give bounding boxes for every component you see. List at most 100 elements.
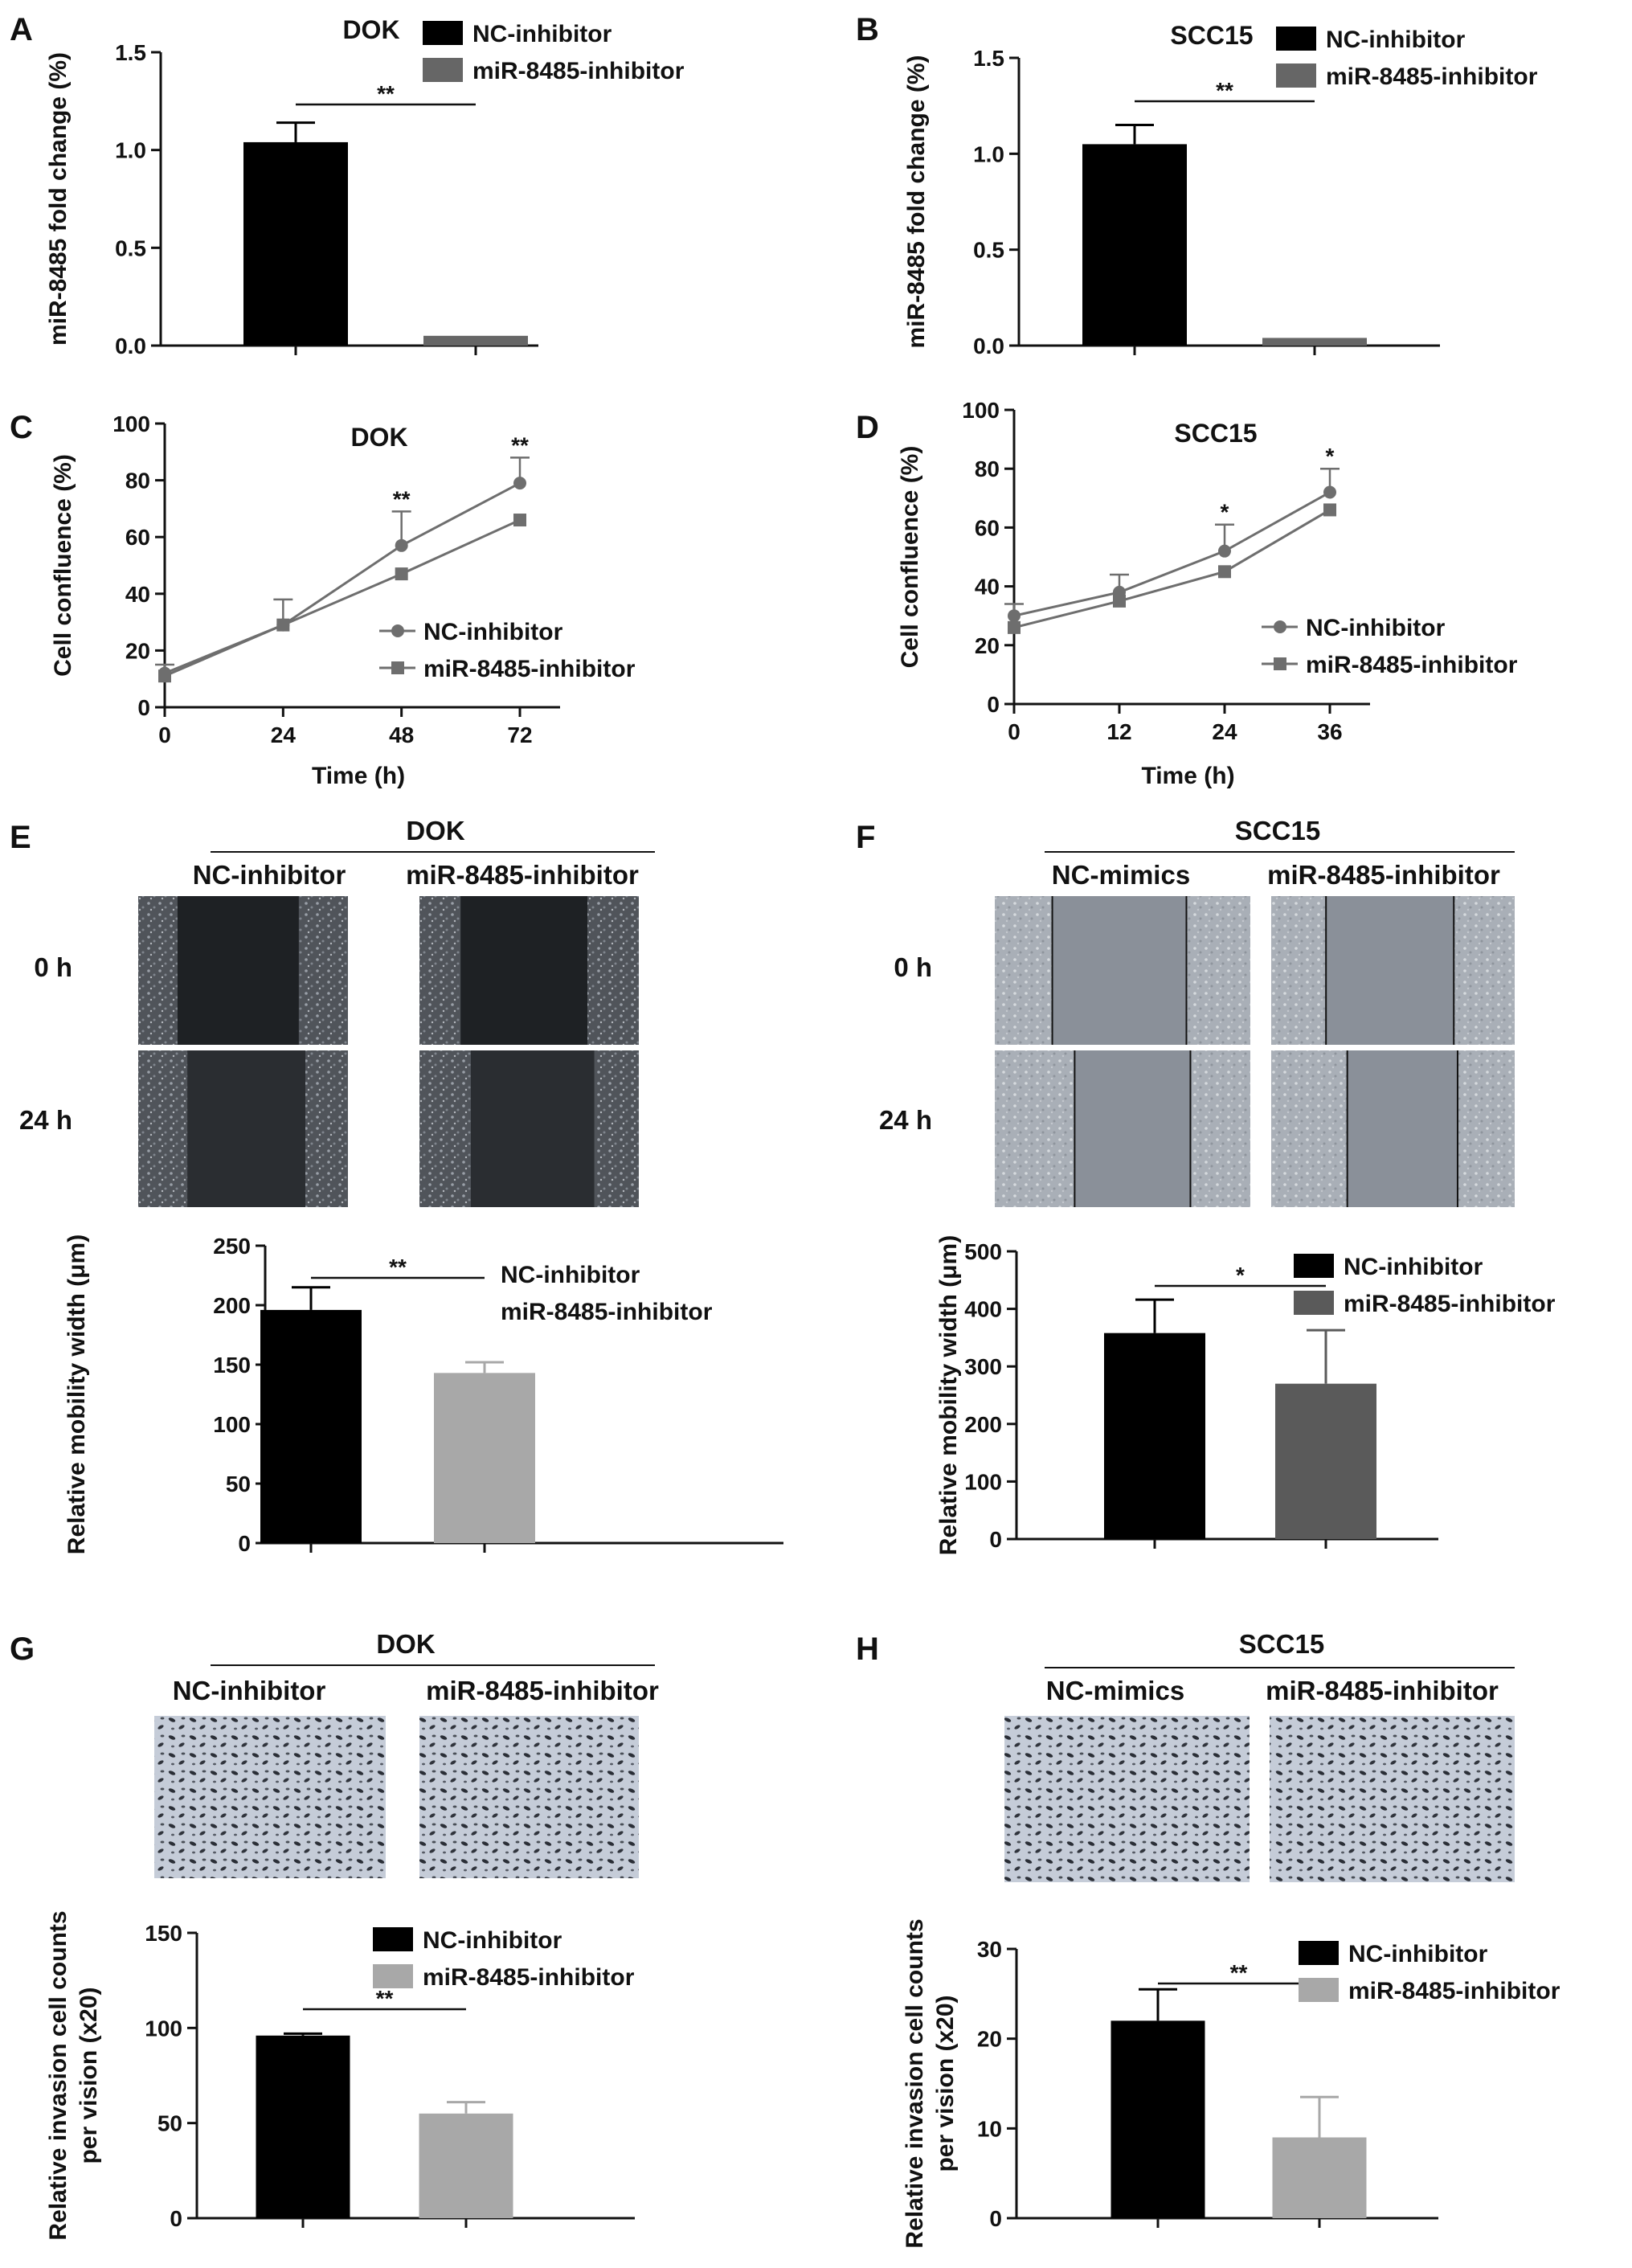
bar-g-0 <box>256 2035 350 2218</box>
chart-f: Relative mobility width (μm) 0 100 200 300 40… <box>935 1235 1556 1555</box>
y-tick-label-d: 40 <box>975 575 1000 600</box>
chart-g: Relative invasion cell counts per vision … <box>45 1910 635 2241</box>
y-axis-label-b: miR-8485 fold change (%) <box>903 55 930 348</box>
y-tick-label-e: 250 <box>213 1234 251 1259</box>
x-tick-label-c: 48 <box>389 723 414 747</box>
image-panel-title-g: DOK <box>376 1629 436 1659</box>
scratch-gap-f <box>1074 1050 1191 1207</box>
y-tick-label-d: 0 <box>987 692 1000 717</box>
x-tick-label-d: 12 <box>1106 719 1131 744</box>
image-panel-g: DOK NC-inhibitor miR-8485-inhibitor <box>154 1629 659 1878</box>
y-axis-label-e: Relative mobility width (μm) <box>63 1234 90 1554</box>
legend-label-h-1: miR-8485-inhibitor <box>1348 1978 1560 2004</box>
scratch-gap-f <box>1326 896 1454 1045</box>
legend-label-b-0: NC-inhibitor <box>1326 27 1466 53</box>
bar-h-1 <box>1272 2137 1367 2218</box>
legend-label-e-0: NC-inhibitor <box>501 1262 640 1288</box>
legend-label-f-1: miR-8485-inhibitor <box>1344 1291 1556 1317</box>
scratch-gap-f <box>1347 1050 1458 1207</box>
micrograph-h-0-0 <box>1004 1716 1250 1882</box>
chart-h: Relative invasion cell counts per vision … <box>902 1918 1560 2248</box>
y-axis-label-g: per vision (x20) <box>76 1987 102 2164</box>
y-tick-label-f: 300 <box>964 1354 1002 1379</box>
chart-a: DOK miR-8485 fold change (%) 0.0 0.5 1.0 1.5 *… <box>45 15 685 358</box>
point-d-1-1 <box>1113 594 1126 608</box>
significance-mark-d: * <box>1221 500 1229 525</box>
point-c-0-3 <box>513 477 526 490</box>
bar-a-0 <box>243 141 348 346</box>
image-panel-title-e: DOK <box>406 816 465 845</box>
y-axis-label-a: miR-8485 fold change (%) <box>45 52 72 346</box>
chart-c: DOK Cell confluence (%) 0 20 40 60 80 100 0 24 48 7… <box>50 411 636 789</box>
bar-e-1 <box>434 1373 535 1543</box>
y-tick-label-h: 30 <box>977 1937 1002 1962</box>
y-tick-label-e: 100 <box>213 1412 251 1437</box>
legend-label-c-0: NC-inhibitor <box>423 619 563 645</box>
x-axis-label-c: Time (h) <box>312 763 405 789</box>
legend-label-e-1: miR-8485-inhibitor <box>501 1299 713 1325</box>
legend-marker-c-0 <box>391 624 404 637</box>
y-axis-label-f: Relative mobility width (μm) <box>935 1235 962 1555</box>
micrograph-g-0-0 <box>154 1716 386 1878</box>
point-d-1-0 <box>1008 620 1021 634</box>
legend-swatch-a-1 <box>423 58 463 82</box>
significance-mark-f: * <box>1236 1263 1245 1288</box>
legend-label-g-1: miR-8485-inhibitor <box>423 1964 635 1991</box>
group-label-h-0: NC-mimics <box>1046 1676 1184 1705</box>
y-tick-label-c: 60 <box>125 525 150 550</box>
panel-letter-e: E <box>10 820 31 855</box>
y-tick-label-g: 100 <box>145 2016 182 2041</box>
image-panel-title-h: SCC15 <box>1239 1629 1324 1659</box>
y-tick-label-h: 10 <box>977 2116 1002 2141</box>
significance-mark-h: ** <box>1230 1960 1248 1985</box>
point-c-1-3 <box>513 514 526 527</box>
point-d-0-3 <box>1323 485 1336 499</box>
scratch-gap-e <box>470 1050 595 1207</box>
legend-label-b-1: miR-8485-inhibitor <box>1326 63 1538 90</box>
y-tick-label-d: 20 <box>975 633 1000 658</box>
y-tick-label-c: 40 <box>125 582 150 607</box>
y-tick-label-c: 20 <box>125 638 150 663</box>
bar-g-1 <box>419 2113 513 2218</box>
bar-b-1 <box>1262 338 1367 346</box>
image-panel-h: SCC15 NC-mimics miR-8485-inhibitor <box>1004 1629 1515 1882</box>
chart-title-c: DOK <box>350 423 407 452</box>
bar-f-1 <box>1275 1383 1376 1539</box>
x-axis-label-d: Time (h) <box>1141 763 1234 789</box>
scratch-gap-e <box>460 896 588 1045</box>
legend-marker-d-1 <box>1274 657 1286 670</box>
legend-swatch-f-1 <box>1294 1291 1334 1315</box>
y-tick-label-f: 400 <box>964 1297 1002 1322</box>
significance-mark-c: ** <box>511 432 529 457</box>
y-tick-label-e: 200 <box>213 1293 251 1318</box>
legend-label-h-0: NC-inhibitor <box>1348 1941 1488 1967</box>
y-tick-label-h: 20 <box>977 2027 1002 2052</box>
y-tick-label-g: 50 <box>157 2111 182 2136</box>
y-axis-label-h: per vision (x20) <box>932 1995 959 2172</box>
chart-title-a: DOK <box>342 15 399 44</box>
y-tick-label-f: 500 <box>964 1239 1002 1264</box>
y-tick-label-f: 100 <box>964 1469 1002 1494</box>
x-tick-label-d: 24 <box>1212 719 1237 744</box>
bar-b-0 <box>1082 144 1187 346</box>
y-tick-label-d: 60 <box>975 515 1000 540</box>
y-tick-label-g: 150 <box>145 1921 182 1946</box>
group-label-e-1: miR-8485-inhibitor <box>406 860 639 890</box>
series-line-c-1 <box>164 518 521 678</box>
y-tick-label-b: 1.5 <box>973 46 1004 71</box>
y-tick-label-e: 50 <box>226 1472 251 1496</box>
bar-h-0 <box>1110 2020 1205 2218</box>
y-tick-label-a: 0.0 <box>115 334 146 358</box>
y-tick-label-b: 1.0 <box>973 141 1004 166</box>
y-tick-label-d: 100 <box>962 398 1000 423</box>
series-line-d-1 <box>1013 509 1331 629</box>
image-panels: DOK NC-inhibitor miR-8485-inhibitor 0 h 24 h… <box>19 816 1515 1882</box>
significance-mark-e: ** <box>389 1255 407 1279</box>
y-tick-label-f: 0 <box>989 1527 1002 1552</box>
image-panel-f: SCC15 NC-mimics miR-8485-inhibitor 0 h 24 h <box>879 816 1515 1207</box>
legend-swatch-f-0 <box>1294 1254 1334 1278</box>
x-tick-label-c: 24 <box>271 723 297 747</box>
image-panel-e: DOK NC-inhibitor miR-8485-inhibitor 0 h 24 h <box>19 816 655 1207</box>
group-label-f-1: miR-8485-inhibitor <box>1267 860 1500 890</box>
panel-letter-h: H <box>856 1631 879 1667</box>
